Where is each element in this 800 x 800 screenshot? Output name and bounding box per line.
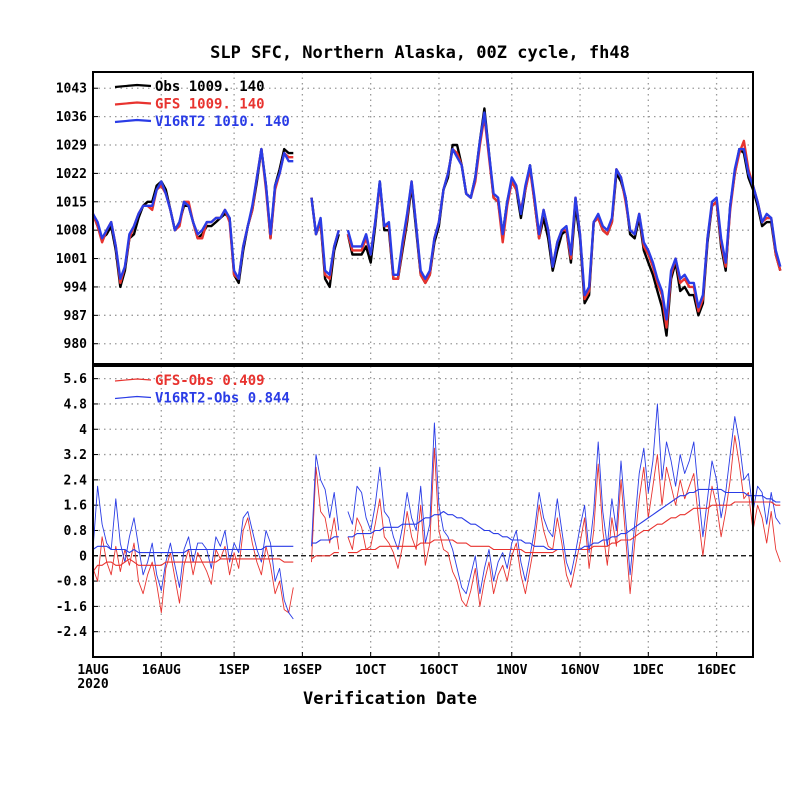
legend-entry-gfs-obs: GFS-Obs 0.409 xyxy=(155,373,265,389)
x-tick-label: 1SEP xyxy=(218,663,249,678)
legend-swatch xyxy=(114,101,152,106)
panel-frame xyxy=(92,365,754,658)
series-line-gfs-obs xyxy=(347,435,781,607)
y-tick-label: 1043 xyxy=(56,82,87,97)
x-tick-label: 1NOV xyxy=(496,663,527,678)
series-line-v16rt2-obs-running-mean xyxy=(347,488,781,551)
series-line-gfs-obs-running-mean xyxy=(311,552,339,560)
chart-title: SLP SFC, Northern Alaska, 00Z cycle, fh4… xyxy=(210,43,630,63)
y-tick-label: 1008 xyxy=(56,224,87,239)
y-tick-label: 2.4 xyxy=(64,473,88,488)
y-tick-label: 4.8 xyxy=(64,397,88,412)
y-tick-label: -2.4 xyxy=(56,625,87,640)
y-tick-label: 1029 xyxy=(56,139,87,154)
series-line-gfs-obs xyxy=(311,466,340,563)
legend-entry-obs: Obs 1009. 140 xyxy=(155,79,265,95)
x-tick-label: 1AUG xyxy=(77,663,108,678)
y-tick-label: 987 xyxy=(64,309,87,324)
y-tick-label: 5.6 xyxy=(64,372,88,387)
y-tick-label: -1.6 xyxy=(56,600,87,615)
pressure-panel: 980 987 994 1001 1008 1015 1022 1029 1036 1043 Obs… xyxy=(56,71,782,365)
x-tick-label: 1OCT xyxy=(355,663,386,678)
y-tick-label: 1022 xyxy=(56,167,87,182)
x-tick-label: 1DEC xyxy=(633,663,664,678)
panel-frame xyxy=(92,71,754,365)
series-line-gfs-obs-running-mean xyxy=(92,558,294,572)
legend-swatch xyxy=(114,83,152,89)
series-line-v16rt2-obs xyxy=(311,454,340,547)
x-tick-label: 16NOV xyxy=(560,663,599,678)
x-tick-label: 16OCT xyxy=(419,663,458,678)
legend-swatch xyxy=(114,118,152,124)
y-tick-label: 3.2 xyxy=(64,448,87,463)
legend-entry-v16rt2: V16RT2 1010. 140 xyxy=(155,114,290,130)
y-tick-label: 1036 xyxy=(56,110,87,125)
legend-swatch xyxy=(114,378,152,382)
y-tick-label: 994 xyxy=(64,280,88,295)
y-tick-label: 4 xyxy=(79,423,87,438)
y-tick-label: 1.6 xyxy=(64,499,88,514)
y-tick-label: 1001 xyxy=(56,252,87,267)
series-line-v16rt2-obs-running-mean xyxy=(92,545,294,554)
series-line-v16rt2-obs-running-mean xyxy=(311,536,339,544)
x-tick-year-label: 2020 xyxy=(77,677,108,692)
x-tick-label: 16SEP xyxy=(283,663,322,678)
y-tick-label: 980 xyxy=(64,337,88,352)
legend-entry-gfs: GFS 1009. 140 xyxy=(155,97,265,113)
series-line-v16rt2-obs xyxy=(347,403,781,595)
x-axis-label: Verification Date xyxy=(303,689,477,709)
series-line-v16rt2 xyxy=(346,111,782,321)
y-tick-label: 1015 xyxy=(56,195,87,210)
x-tick-label: 16AUG xyxy=(142,663,181,678)
series-line-v16rt2 xyxy=(310,197,340,276)
y-tick-label: -0.8 xyxy=(56,575,87,590)
legend-swatch xyxy=(114,395,152,400)
x-tick-label: 16DEC xyxy=(697,663,736,678)
difference-panel: -2.4 -1.6 -0.8 0 0.8 1.6 2.4 3.2 4 4.8 5.6 GFS-Obs … xyxy=(56,365,781,658)
y-tick-label: 0 xyxy=(79,549,87,564)
legend-entry-v16rt2-obs: V16RT2-Obs 0.844 xyxy=(155,391,290,407)
series-line-v16rt2 xyxy=(91,147,294,280)
y-tick-label: 0.8 xyxy=(64,524,88,539)
